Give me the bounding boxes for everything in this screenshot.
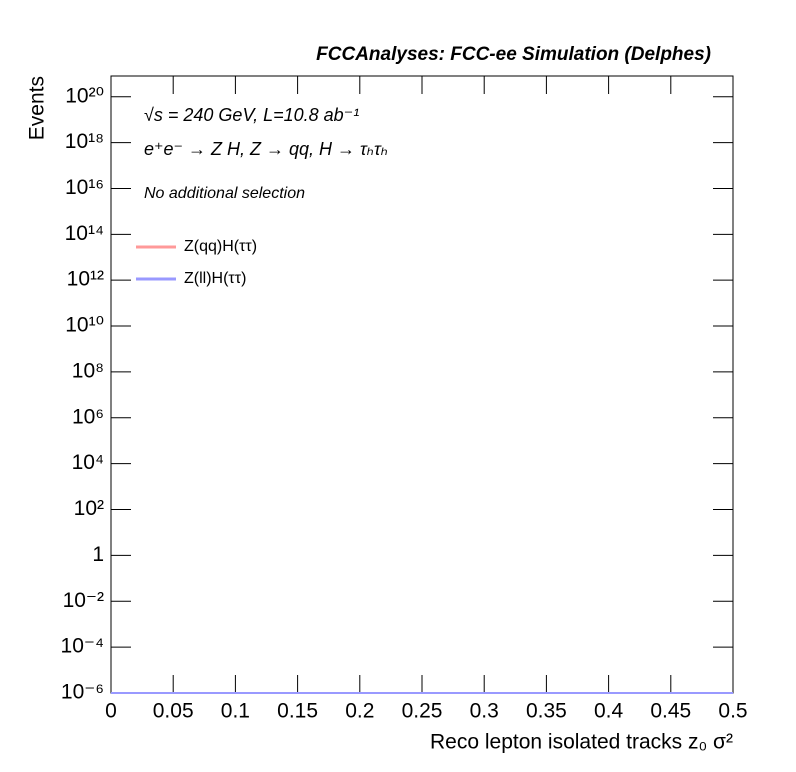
x-tick-label: 0.15 xyxy=(277,700,318,723)
x-tick-label: 0 xyxy=(105,700,117,723)
chart-title: FCCAnalyses: FCC-ee Simulation (Delphes) xyxy=(316,44,711,65)
y-tick-label: 10¹² xyxy=(67,268,104,291)
y-tick-label: 10¹⁸ xyxy=(65,130,104,153)
y-tick-label: 10⁸ xyxy=(72,359,104,382)
y-tick-label: 10²⁰ xyxy=(65,84,104,107)
y-tick-label: 10⁻² xyxy=(63,589,104,612)
annotation: e⁺e⁻ → Z H, Z → qq, H → τₕτₕ xyxy=(144,139,388,159)
y-tick-label: 10² xyxy=(74,497,104,520)
x-tick-label: 0.2 xyxy=(345,700,374,723)
x-tick-label: 0.1 xyxy=(221,700,250,723)
y-axis-label: Events xyxy=(26,76,49,140)
y-tick-label: 10⁻⁶ xyxy=(61,681,104,704)
x-tick-label: 0.25 xyxy=(402,700,443,723)
x-tick-label: 0.3 xyxy=(470,700,499,723)
legend-label: Z(qq)H(ττ) xyxy=(184,238,257,255)
x-tick-label: 0.35 xyxy=(526,700,567,723)
y-tick-label: 10¹⁰ xyxy=(65,314,104,337)
y-tick-label: 10⁶ xyxy=(72,405,104,428)
y-tick-label: 10⁻⁴ xyxy=(61,635,104,658)
y-tick-label: 10⁴ xyxy=(72,451,104,474)
x-axis-label: Reco lepton isolated tracks z₀ σ² xyxy=(430,731,733,754)
x-tick-label: 0.05 xyxy=(153,700,194,723)
annotation: No additional selection xyxy=(144,185,305,202)
y-tick-label: 10¹⁶ xyxy=(65,176,104,199)
legend-label: Z(ll)H(ττ) xyxy=(184,270,246,287)
x-tick-label: 0.4 xyxy=(594,700,624,723)
y-tick-label: 1 xyxy=(92,543,104,566)
annotation: √s = 240 GeV, L=10.8 ab⁻¹ xyxy=(144,105,359,125)
y-tick-label: 10¹⁴ xyxy=(65,222,104,245)
x-tick-label: 0.45 xyxy=(650,700,691,723)
x-tick-label: 0.5 xyxy=(718,700,747,723)
